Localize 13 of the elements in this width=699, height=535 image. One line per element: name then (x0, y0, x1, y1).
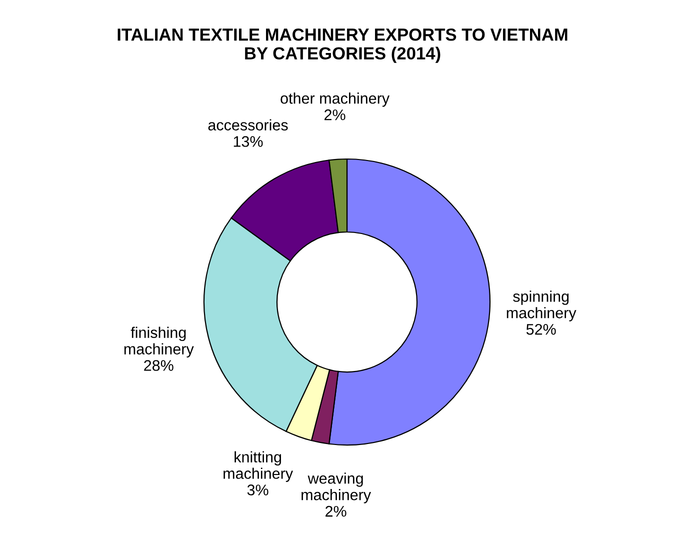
slice-label: finishing machinery (124, 326, 194, 358)
data-label: 2% (324, 109, 346, 120)
slice-label: spinning machinery (506, 290, 576, 322)
data-label: 2% (326, 506, 346, 517)
data-label: 52% (526, 324, 556, 335)
data-label: 13% (234, 136, 263, 147)
chart-title: ITALIAN TEXTILE MACHINERY EXPORTS TO VIETNAM BY CATEGORIES (2014) (118, 28, 568, 63)
data-label: 3% (247, 484, 268, 496)
slice-label: accessories (208, 119, 288, 130)
slice-label: knitting machinery (224, 451, 294, 482)
slice-label: weaving machinery (302, 472, 372, 504)
slice-label: other machinery (280, 92, 390, 107)
data-label: 28% (144, 360, 174, 371)
